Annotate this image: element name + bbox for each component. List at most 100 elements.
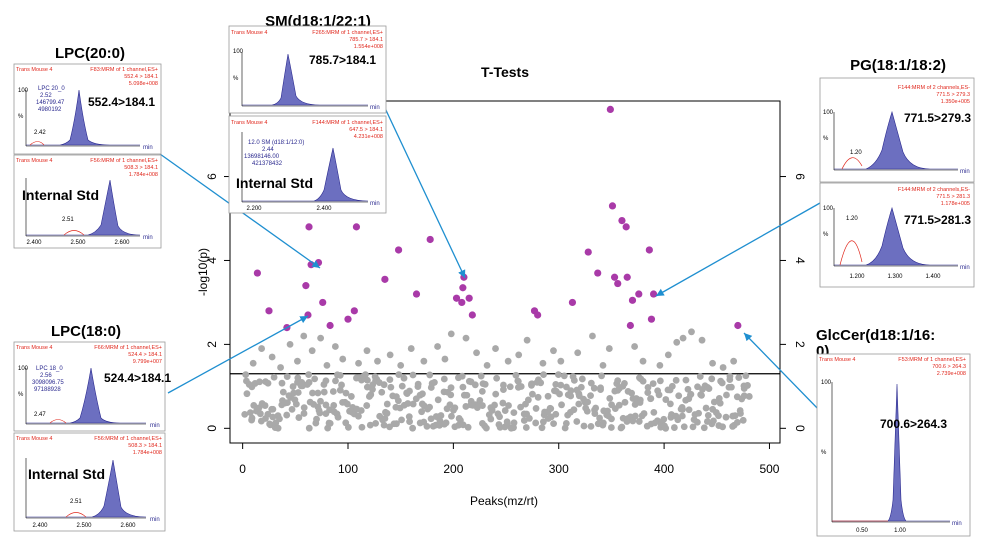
point-nonsignificant xyxy=(552,410,560,418)
point-nonsignificant xyxy=(258,345,266,352)
inset-frame-std xyxy=(13,432,166,532)
bottom-peak xyxy=(834,206,958,266)
point-nonsignificant xyxy=(478,387,486,395)
point-nonsignificant xyxy=(300,410,308,417)
point-nonsignificant xyxy=(517,403,525,411)
point-nonsignificant xyxy=(558,401,565,409)
point-nonsignificant xyxy=(618,423,626,431)
point-nonsignificant xyxy=(740,392,748,400)
point-nonsignificant xyxy=(524,396,532,404)
inset-transition: 524.4>184.1 xyxy=(104,371,171,385)
bottom-minor-peak xyxy=(839,240,863,266)
point-nonsignificant xyxy=(276,415,283,423)
point-nonsignificant xyxy=(363,402,371,409)
std-peak xyxy=(242,147,369,202)
point-nonsignificant xyxy=(404,400,412,407)
std-minor-peak xyxy=(65,512,87,518)
point-nonsignificant xyxy=(481,380,489,388)
arrow-lpc180 xyxy=(167,315,309,394)
point-nonsignificant xyxy=(722,413,730,421)
point-nonsignificant xyxy=(697,391,705,399)
point-nonsignificant xyxy=(631,412,639,420)
inset-y-tick: 100 xyxy=(233,49,244,55)
point-nonsignificant xyxy=(644,389,652,397)
bottom-header-intensity: 1.178e+005 xyxy=(941,201,970,207)
std-header-intensity: 1.784e+008 xyxy=(133,450,162,456)
x-tick: 1.00 xyxy=(894,528,906,534)
peak-area: 3098096.75 xyxy=(32,380,64,386)
point-nonsignificant xyxy=(291,396,299,404)
point-nonsignificant xyxy=(492,390,500,398)
arrow-sm xyxy=(383,105,466,279)
plot-frame xyxy=(229,100,781,444)
point-significant xyxy=(608,202,617,210)
inset-header-transition: 700.6 > 264.3 xyxy=(932,364,966,370)
x-tick: 2.400 xyxy=(32,523,48,529)
point-nonsignificant xyxy=(550,420,557,428)
point-nonsignificant xyxy=(506,383,514,391)
point-nonsignificant xyxy=(283,411,291,419)
peak-rt: 2.52 xyxy=(40,93,52,99)
point-nonsignificant xyxy=(289,383,297,390)
inset-min-label: min xyxy=(150,423,160,429)
x-tick: 2.600 xyxy=(120,523,136,529)
point-nonsignificant xyxy=(525,415,533,422)
point-nonsignificant xyxy=(499,399,507,407)
point-significant xyxy=(302,282,310,290)
point-nonsignificant xyxy=(256,410,264,418)
x-tick-label: 400 xyxy=(654,462,674,476)
point-significant xyxy=(568,298,577,307)
inset-min-label: min xyxy=(370,105,380,111)
point-significant xyxy=(344,315,352,323)
inset-y-tick: 100 xyxy=(18,88,29,94)
point-nonsignificant xyxy=(584,398,592,406)
point-significant xyxy=(305,223,313,231)
point-nonsignificant xyxy=(447,330,455,338)
point-nonsignificant xyxy=(364,376,371,384)
point-significant xyxy=(534,311,542,319)
point-nonsignificant xyxy=(716,399,724,407)
point-nonsignificant xyxy=(295,414,303,421)
point-nonsignificant xyxy=(414,380,422,388)
point-nonsignificant xyxy=(448,412,455,420)
point-nonsignificant xyxy=(322,377,330,385)
point-nonsignificant xyxy=(357,407,365,414)
point-nonsignificant xyxy=(736,407,744,414)
inset-transition: 785.7>184.1 xyxy=(309,53,376,67)
point-nonsignificant xyxy=(283,399,291,407)
point-nonsignificant xyxy=(339,355,347,363)
point-nonsignificant xyxy=(326,419,334,427)
point-nonsignificant xyxy=(322,401,330,409)
point-nonsignificant xyxy=(557,357,565,365)
point-nonsignificant xyxy=(505,402,512,409)
inset-title: LPC(20:0) xyxy=(55,45,125,62)
point-nonsignificant xyxy=(587,379,595,387)
y-tick-label-right: 0 xyxy=(793,425,807,432)
bottom-header-transition: 771.5 > 281.3 xyxy=(936,194,970,200)
peak-name: LPC 18_0 xyxy=(36,366,63,372)
point-nonsignificant xyxy=(674,416,682,424)
point-nonsignificant xyxy=(366,421,374,429)
point-significant xyxy=(626,321,634,330)
point-nonsignificant xyxy=(320,388,328,396)
point-nonsignificant xyxy=(386,351,394,359)
point-nonsignificant xyxy=(605,345,613,352)
point-nonsignificant xyxy=(742,372,750,380)
std-minor-peak xyxy=(63,230,85,236)
std-header-transition: 508.3 > 184.1 xyxy=(128,443,162,449)
point-significant xyxy=(253,269,261,277)
point-nonsignificant xyxy=(639,357,647,365)
point-nonsignificant xyxy=(539,418,547,426)
inset-header-transition: 785.7 > 184.1 xyxy=(349,37,383,43)
point-significant xyxy=(649,290,658,298)
point-significant xyxy=(459,284,467,292)
point-nonsignificant xyxy=(268,353,276,361)
point-nonsignificant xyxy=(719,364,727,371)
point-nonsignificant xyxy=(666,400,674,408)
y-tick-label: 6 xyxy=(205,173,219,180)
point-nonsignificant xyxy=(599,419,607,427)
point-nonsignificant xyxy=(398,416,405,424)
point-nonsignificant xyxy=(672,376,680,384)
point-nonsignificant xyxy=(246,409,254,417)
point-nonsignificant xyxy=(640,410,648,417)
